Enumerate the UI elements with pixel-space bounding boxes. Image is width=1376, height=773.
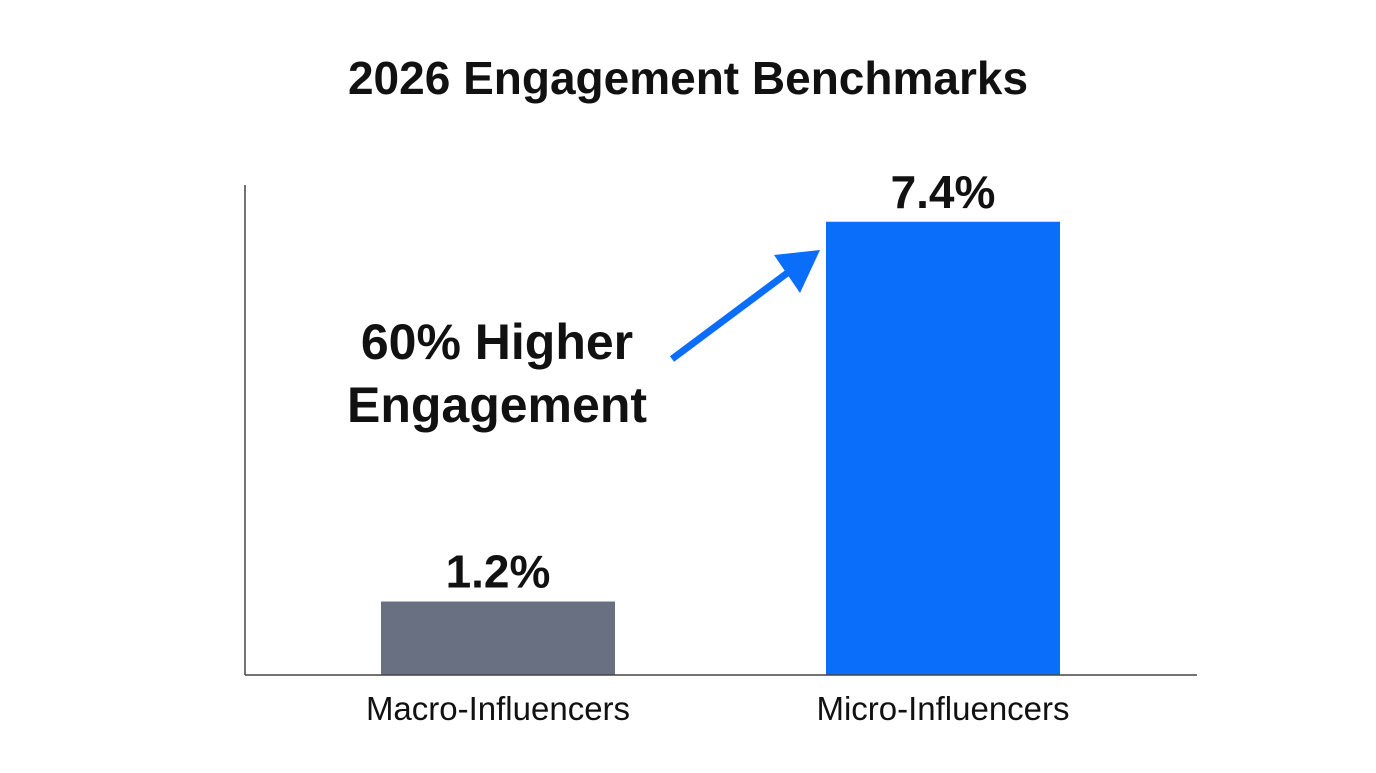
annotation-arrow-head (774, 250, 820, 293)
annotation-line-1: 60% Higher (361, 314, 633, 370)
x-tick-label: Micro-Influencers (816, 690, 1069, 727)
x-tick-label: Macro-Influencers (366, 690, 630, 727)
annotation-line-2: Engagement (347, 377, 647, 433)
chart-title: 2026 Engagement Benchmarks (348, 52, 1028, 104)
annotation-arrow-shaft (669, 268, 793, 362)
data-label: 7.4% (891, 166, 996, 218)
bar-micro-influencers (826, 221, 1060, 675)
data-label: 1.2% (446, 546, 551, 598)
bar-macro-influencers (381, 601, 615, 675)
